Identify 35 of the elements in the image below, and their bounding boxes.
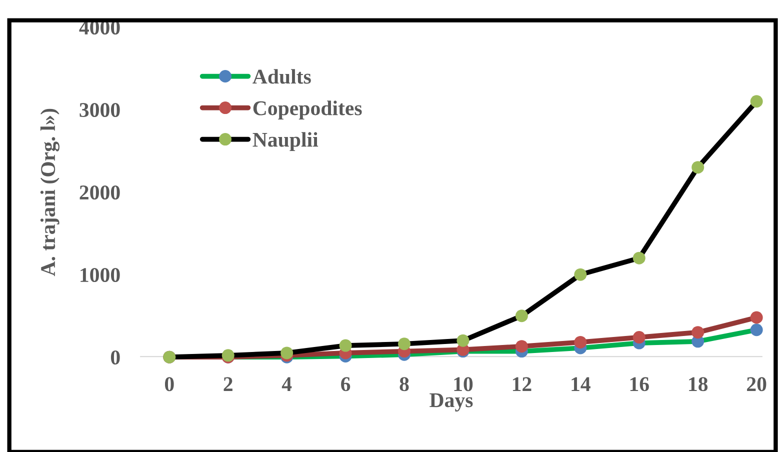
point bbox=[456, 334, 470, 347]
point bbox=[632, 252, 646, 264]
x-tick-label: 4 bbox=[282, 377, 292, 391]
x-tick-label: 18 bbox=[689, 377, 708, 392]
x-tick-label: 16 bbox=[630, 377, 649, 392]
x-tick-label: 14 bbox=[572, 377, 590, 391]
point bbox=[574, 268, 587, 281]
point bbox=[692, 161, 704, 174]
legend-label: Nauplii bbox=[252, 132, 318, 152]
point bbox=[750, 311, 763, 324]
point bbox=[632, 331, 646, 344]
x-tick-label: 6 bbox=[341, 377, 350, 392]
y-tick-label: 0 bbox=[110, 350, 120, 365]
y-tick-label: 3000 bbox=[80, 102, 120, 118]
point bbox=[692, 326, 704, 339]
legend-label: Adults bbox=[252, 69, 311, 84]
point bbox=[339, 339, 352, 352]
x-tick-label: 12 bbox=[512, 377, 532, 391]
point bbox=[574, 336, 587, 348]
point bbox=[280, 346, 294, 360]
point bbox=[515, 310, 528, 322]
x-axis-title: Days bbox=[430, 393, 473, 412]
x-tick-label: 10 bbox=[454, 377, 473, 392]
point bbox=[750, 324, 763, 336]
point bbox=[515, 340, 528, 353]
x-tick-label: 8 bbox=[400, 377, 409, 392]
x-tick-label: 2 bbox=[224, 377, 232, 391]
x-tick-label: 0 bbox=[164, 377, 174, 392]
point bbox=[750, 95, 763, 108]
x-tick-label: 20 bbox=[747, 377, 766, 392]
y-tick-label: 1000 bbox=[80, 268, 120, 282]
legend-label: Copepodites bbox=[253, 100, 362, 120]
y-axis-title: A. trajani (Org. l») bbox=[40, 108, 60, 276]
y-tick-label: 2000 bbox=[80, 185, 120, 200]
point bbox=[398, 338, 411, 350]
